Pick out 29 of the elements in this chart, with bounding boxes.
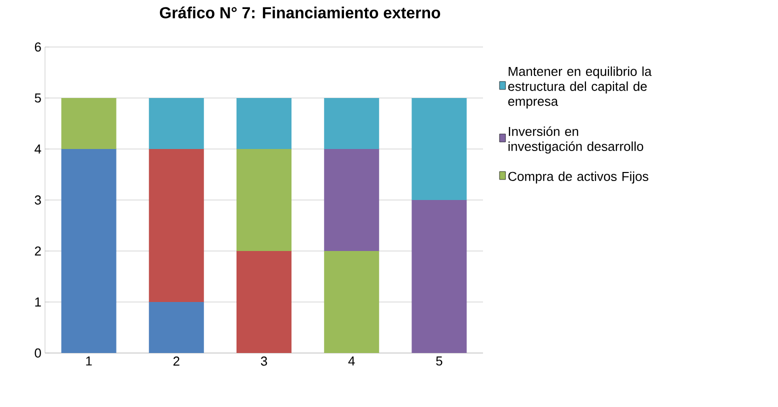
bar bbox=[148, 149, 204, 302]
bar bbox=[324, 149, 380, 251]
x-tick-label: 4 bbox=[348, 356, 355, 366]
bar bbox=[61, 149, 116, 353]
legend-label: Inversión en investigación desarrollo bbox=[508, 126, 644, 154]
legend-label: Mantener en equilibrio la estructura del capital de empresa bbox=[508, 66, 652, 108]
y-tick-label: 1 bbox=[35, 298, 41, 306]
x-tick-label: 3 bbox=[260, 356, 268, 366]
bar bbox=[61, 98, 116, 149]
legend-label: Compra de activos Fijos bbox=[508, 171, 648, 184]
y-tick-label: 6 bbox=[34, 42, 41, 52]
chart-title: Gráfico N° 7: Financiamiento externo bbox=[160, 6, 440, 18]
bar bbox=[412, 200, 467, 353]
bar bbox=[412, 98, 467, 200]
x-tick-label: 5 bbox=[436, 356, 442, 366]
bar bbox=[324, 98, 380, 149]
bar bbox=[324, 251, 380, 353]
bar bbox=[236, 149, 292, 251]
y-tick-label: 2 bbox=[34, 246, 41, 256]
bar bbox=[148, 98, 204, 149]
bar bbox=[148, 302, 204, 353]
x-tick-label: 1 bbox=[86, 356, 92, 366]
y-tick-label: 0 bbox=[34, 348, 41, 358]
y-tick-label: 4 bbox=[34, 144, 42, 154]
y-tick-label: 3 bbox=[34, 195, 41, 205]
x-tick-label: 2 bbox=[173, 356, 180, 366]
y-tick-label: 5 bbox=[34, 93, 41, 103]
bar bbox=[236, 98, 292, 149]
bar bbox=[236, 251, 292, 353]
